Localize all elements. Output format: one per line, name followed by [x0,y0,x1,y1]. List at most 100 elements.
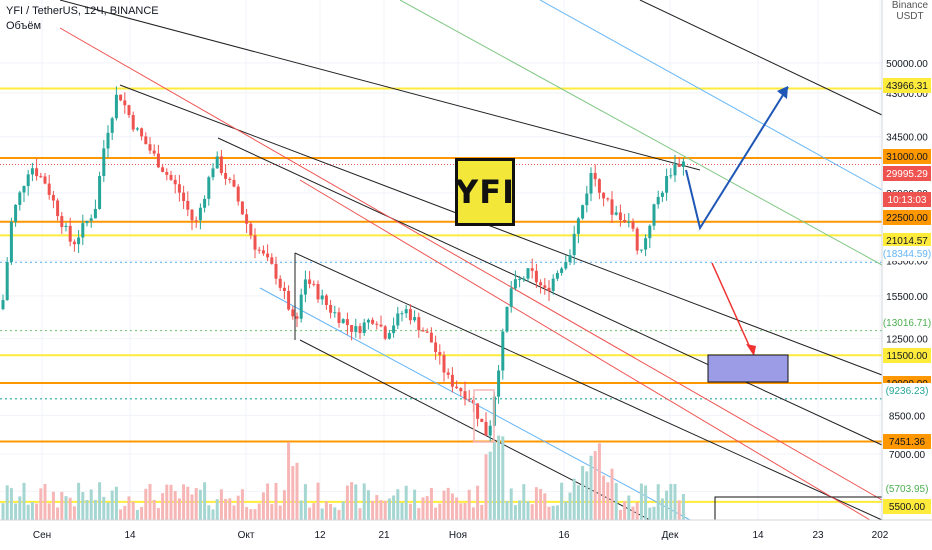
candle-body [72,241,76,245]
candle-body [270,257,274,264]
candle-body [497,370,501,397]
candle-body [371,319,375,324]
volume-bar [627,495,631,520]
candle-body [581,205,585,219]
candle-body [194,220,198,222]
volume-bar [358,508,362,520]
candle-body [39,176,43,178]
candle-body [135,128,139,130]
volume-bar [177,498,181,520]
volume-bar [438,503,442,520]
candle-body [43,176,47,184]
symbol-title[interactable]: YFI / TetherUS, 12Ч, BINANCE [6,5,159,17]
volume-bar [98,482,102,520]
candle-body [602,192,606,199]
bullish-projection-line [685,86,789,231]
volume-bar [459,503,463,520]
volume-bar [383,500,387,520]
bearish-arrow-head [746,344,756,356]
volume-bar [362,483,366,520]
volume-bar [39,488,43,520]
volume-bar [186,486,190,520]
candle-body [362,322,366,333]
volume-bar [480,504,484,520]
bullish-arrow-head [777,86,788,99]
candle-body [639,249,643,251]
candle-body [207,177,211,199]
volume-bar [639,483,643,520]
price-axis-unit: Binance USDT [888,0,932,22]
time-tick-label: 202 [872,530,889,541]
candle-body [366,319,370,323]
volume-bar [161,493,165,520]
volume-bar [14,503,18,520]
volume-bar [434,507,438,520]
candles [1,86,685,442]
channel-line [259,287,691,521]
candle-body [425,331,429,333]
volume-bar [194,488,198,520]
candle-body [392,325,396,334]
candle-body [240,201,244,215]
volume-bar [165,484,169,520]
trend-channels [59,0,883,521]
candle-body [5,262,9,301]
volume-bar [345,485,349,520]
candle-body [291,309,295,317]
candle-body [106,132,110,149]
volume-bar [278,505,282,520]
candle-body [614,212,618,215]
price-label: 22500.00 [886,213,928,224]
candle-body [85,220,89,224]
candle-body [215,156,219,169]
channel-line [217,137,883,446]
volume-bar [572,478,576,520]
price-tick-label: 50000.00 [886,59,928,70]
candle-body [665,176,669,193]
price-label-bg [883,246,931,261]
candle-body [274,263,278,279]
channel-line [539,0,883,191]
time-axis[interactable]: Сен 14 Окт 12 21 Ноя 16 Дек 14 23 202 [0,519,932,550]
candle-body [169,174,173,180]
volume-bar [341,501,345,520]
volume-bar [190,494,194,520]
volume-bar [492,441,496,520]
candle-body [22,186,26,193]
volume-bar [18,496,22,520]
candle-body [156,153,160,168]
price-label: 10:13:03 [888,195,927,206]
price-label-bg [883,149,931,164]
volume-bar [253,509,257,520]
volume-bar [215,499,219,520]
channel-line [299,179,871,521]
candle-body [60,216,64,228]
candle-body [253,235,257,250]
volume-indicator-label[interactable]: Объём [6,20,42,32]
volume-bar [85,499,89,520]
axis-currency-label: USDT [896,11,924,22]
candle-body [429,332,433,343]
candle-body [383,326,387,339]
volume-bar [22,482,26,520]
candle-body [576,218,580,234]
axis-exchange-label: Binance [891,0,929,11]
volume-bar [597,443,601,520]
volume-bar [282,490,286,520]
volume-bar [669,483,673,520]
volume-bar [232,505,236,520]
candle-body [51,194,55,201]
time-tick-label: 14 [752,530,764,541]
candle-body [299,294,303,319]
candle-body [203,198,207,208]
volume-bar [102,496,106,520]
candle-body [81,223,85,238]
volume-bar [421,497,425,520]
candle-body [282,287,286,292]
volume-bar [236,495,240,520]
volume-bar [618,509,622,520]
price-axis[interactable]: 50000.0043000.0034500.0026000.0018500.00… [881,0,932,550]
volume-bar [316,482,320,520]
